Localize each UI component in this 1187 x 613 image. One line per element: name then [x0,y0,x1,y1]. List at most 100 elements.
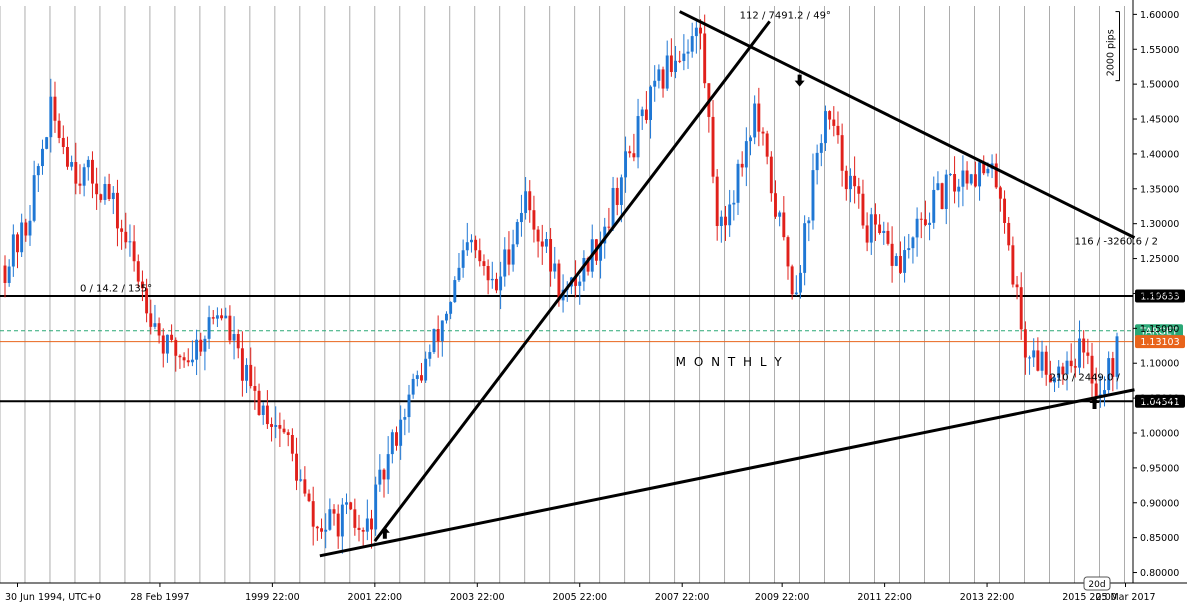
x-tick-label: 2005 22:00 [552,592,607,603]
candle-body [699,27,702,34]
candle-body [819,143,823,153]
candle-body [674,60,677,72]
candle-body [261,405,265,415]
candle-body [3,265,7,283]
candle-body [503,249,507,277]
candle-body [807,220,811,224]
candle-body [911,237,915,249]
candle-body [994,163,998,188]
candle-body [519,212,523,223]
candle-body [965,170,969,184]
candle-body [378,469,382,485]
candle-body [411,378,415,395]
candle-body [307,493,311,502]
candle-body [607,226,611,228]
candle-body [507,249,511,265]
candle-body [49,96,53,138]
candle-body [474,239,478,251]
candle-body [299,479,303,481]
candle-body [494,278,498,291]
candle-body [932,189,936,223]
candle-body [986,168,990,174]
candle-body [515,222,519,245]
candle-body [124,231,128,243]
candle-body [1061,366,1065,375]
candle-body [574,277,578,286]
candle-body [457,267,461,281]
candle-body [1019,287,1023,330]
candle-body [953,174,957,192]
candle-body [794,292,798,295]
x-tick-label: 1999 22:00 [245,592,300,603]
level-price-label: 1.04541 [1140,397,1179,408]
candle-body [744,141,748,168]
y-tick-label: 1.05000 [1140,394,1179,405]
candle-body [890,243,894,266]
candle-body [220,315,224,319]
x-tick-label: 28 Feb 1997 [130,592,189,603]
candle-body [232,334,236,341]
candle-body [844,170,848,190]
candle-body [624,151,628,178]
candle-body [78,183,82,186]
candle-body [894,256,898,266]
candle-body [1028,357,1032,359]
candle-body [315,526,319,529]
candle-body [403,417,407,420]
level-price-tag [1135,335,1185,349]
candle-body [1040,351,1044,371]
candle-body [311,501,315,527]
candle-body [390,432,394,455]
candle-body [765,133,769,157]
candle-body [186,360,190,363]
candle-body [53,96,57,121]
candle-body [20,222,24,253]
x-tick-label: 2003 22:00 [450,592,505,603]
candle-body [782,212,786,238]
arrow-layer [379,74,1100,539]
candle-body [749,137,752,142]
candle-body [1094,383,1098,398]
y-tick-label: 1.15000 [1140,324,1179,335]
candle-body [182,357,186,361]
candle-body [661,69,665,89]
candle-body [24,222,28,236]
candle-body [649,86,653,120]
candle-body [465,242,469,251]
candle-body [619,177,623,205]
candle-body [790,266,794,295]
candle-body [282,428,286,433]
level-price-label: 1.13103 [1140,337,1179,348]
candle-body [836,125,840,136]
candle-layer [3,14,1119,554]
candle-body [399,419,403,446]
candle-body [599,243,603,261]
trendline-layer [319,10,1136,558]
candle-body [632,153,636,158]
level-price-tag [1135,289,1185,303]
arrow-down-icon [794,74,805,87]
candle-body [815,152,819,171]
candle-body [690,36,694,52]
candle-body [374,484,378,530]
candle-body [157,323,161,336]
candle-body [449,302,453,314]
candle-body [948,174,952,176]
candle-body [940,183,944,210]
candle-body [1015,284,1019,288]
candle-body [907,248,911,251]
candle-body [211,317,215,319]
candle-body [11,234,15,267]
candle-body [799,272,802,293]
candle-body [903,250,907,273]
y-tick-label: 1.20000 [1140,289,1179,300]
candle-body [395,432,398,446]
candle-body [253,386,257,391]
candle-body [336,513,340,537]
y-tick-label: 0.80000 [1140,568,1179,579]
candle-body [544,239,548,247]
candle-body [128,241,132,243]
candle-body [603,226,607,244]
candle-body [99,194,103,200]
